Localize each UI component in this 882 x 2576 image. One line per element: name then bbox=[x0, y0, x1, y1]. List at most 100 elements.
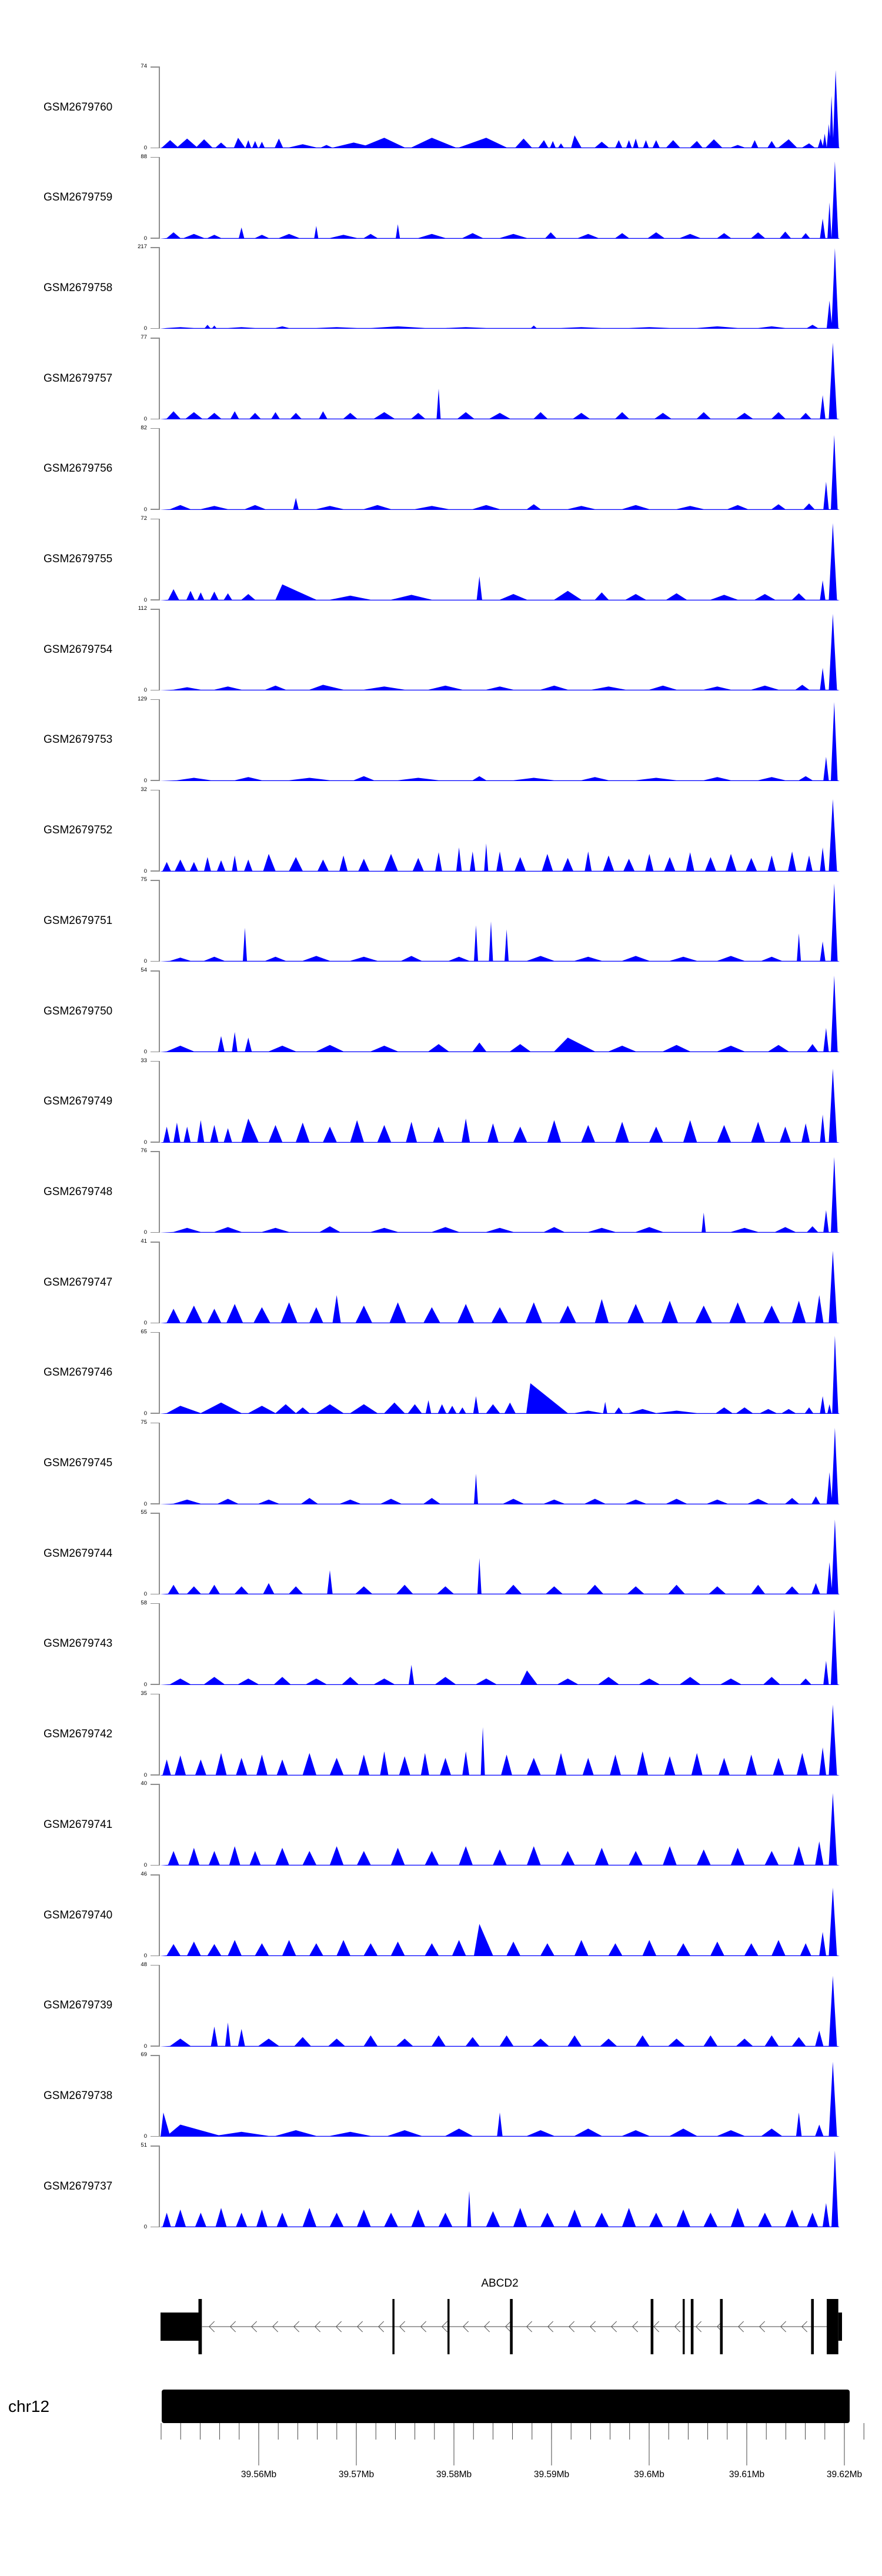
coverage-signal bbox=[160, 523, 840, 600]
y-axis-max-label: 82 bbox=[141, 424, 147, 431]
strand-arrow-left-icon bbox=[653, 2321, 660, 2333]
exon-rect bbox=[510, 2299, 513, 2354]
exon-rect bbox=[161, 2313, 199, 2341]
coverage-polygon bbox=[160, 613, 840, 691]
strand-arrow-left-icon bbox=[737, 2321, 744, 2333]
sample-label: GSM2679756 bbox=[44, 462, 113, 475]
coverage-signal bbox=[160, 883, 840, 962]
coverage-track-row: GSM2679751 75 0 bbox=[0, 876, 882, 965]
strand-arrow-left-icon bbox=[356, 2321, 363, 2333]
y-axis-bracket bbox=[151, 338, 159, 339]
gene-title: ABCD2 bbox=[481, 2277, 519, 2290]
y-axis-bracket bbox=[159, 2055, 160, 2137]
y-axis-zero-label: 0 bbox=[143, 325, 147, 332]
y-axis-bracket bbox=[159, 2145, 160, 2228]
sample-label: GSM2679744 bbox=[44, 1547, 113, 1560]
y-axis-zero-label: 0 bbox=[143, 1500, 147, 1507]
coverage-track-row: GSM2679744 55 0 bbox=[0, 1510, 882, 1597]
y-axis-zero-label: 0 bbox=[143, 2224, 147, 2231]
y-axis-bracket bbox=[159, 156, 160, 239]
coverage-polygon bbox=[160, 975, 840, 1052]
strand-arrow-left-icon bbox=[399, 2321, 406, 2333]
y-axis-bracket bbox=[159, 1513, 160, 1595]
strand-arrow-left-icon bbox=[208, 2321, 215, 2333]
y-axis-bracket bbox=[151, 870, 159, 872]
coverage-polygon bbox=[160, 1976, 840, 2047]
y-axis-zero-label: 0 bbox=[143, 1139, 147, 1146]
strand-arrow-left-icon bbox=[229, 2321, 236, 2333]
y-axis-bracket bbox=[151, 509, 159, 510]
coverage-track-row: GSM2679747 41 0 bbox=[0, 1239, 882, 1327]
coverage-polygon bbox=[160, 1427, 840, 1504]
coverage-track-row: GSM2679756 82 0 bbox=[0, 424, 882, 512]
y-axis-max-label: 72 bbox=[141, 515, 147, 522]
coverage-polygon bbox=[160, 1519, 840, 1595]
y-axis-bracket bbox=[151, 2055, 159, 2056]
y-axis-bracket bbox=[151, 418, 159, 420]
coverage-track-row: GSM2679760 74 0 bbox=[0, 64, 882, 151]
y-axis-zero-label: 0 bbox=[143, 867, 147, 875]
strand-arrow-left-icon bbox=[801, 2321, 808, 2333]
strand-arrow-left-icon bbox=[293, 2321, 300, 2333]
y-axis-bracket bbox=[151, 689, 159, 691]
coverage-track-row: GSM2679750 54 0 bbox=[0, 967, 882, 1055]
axis-tick-label: 39.6Mb bbox=[634, 2470, 664, 2480]
coverage-signal bbox=[160, 1250, 840, 1324]
y-axis-zero-label: 0 bbox=[143, 958, 147, 965]
coverage-track-row: GSM2679743 58 0 bbox=[0, 1600, 882, 1688]
sample-label: GSM2679738 bbox=[44, 2089, 113, 2102]
coverage-polygon bbox=[160, 799, 840, 872]
axis-tick-label: 39.61Mb bbox=[729, 2470, 764, 2480]
y-axis-bracket bbox=[159, 970, 160, 1052]
coverage-polygon bbox=[160, 1704, 840, 1776]
coverage-polygon bbox=[160, 2150, 840, 2228]
coverage-signal bbox=[160, 70, 840, 148]
sample-label: GSM2679737 bbox=[44, 2180, 113, 2193]
axis-tick-label: 39.59Mb bbox=[534, 2470, 569, 2480]
exon-rect bbox=[198, 2299, 202, 2354]
y-axis-max-label: 54 bbox=[141, 967, 147, 973]
coverage-signal bbox=[160, 1068, 840, 1143]
y-axis-bracket bbox=[151, 2046, 159, 2047]
y-axis-zero-label: 0 bbox=[143, 777, 147, 784]
y-axis-bracket bbox=[151, 2135, 159, 2137]
y-axis-bracket bbox=[159, 1332, 160, 1414]
y-axis-zero-label: 0 bbox=[143, 1953, 147, 1959]
y-axis-max-label: 40 bbox=[141, 1780, 147, 1787]
exon-rect bbox=[650, 2299, 654, 2354]
coverage-track-row: GSM2679741 40 0 bbox=[0, 1780, 882, 1868]
coverage-track-row: GSM2679737 51 0 bbox=[0, 2143, 882, 2231]
y-axis-bracket bbox=[159, 609, 160, 691]
y-axis-max-label: 75 bbox=[141, 876, 147, 883]
coverage-signal bbox=[160, 435, 840, 510]
sample-label: GSM2679760 bbox=[44, 101, 113, 114]
y-axis-max-label: 112 bbox=[138, 605, 147, 612]
sample-label: GSM2679739 bbox=[44, 1999, 113, 2012]
y-axis-bracket bbox=[151, 1693, 159, 1695]
y-axis-bracket bbox=[159, 428, 160, 510]
y-axis-max-label: 76 bbox=[141, 1147, 147, 1154]
coverage-signal bbox=[160, 702, 840, 781]
y-axis-bracket bbox=[151, 1142, 159, 1143]
strand-arrow-left-icon bbox=[526, 2321, 533, 2333]
coverage-signal bbox=[160, 1704, 840, 1776]
coverage-polygon bbox=[160, 1609, 840, 1685]
y-axis-zero-label: 0 bbox=[143, 416, 147, 423]
y-axis-bracket bbox=[159, 1060, 160, 1143]
coverage-track-row: GSM2679753 129 0 bbox=[0, 696, 882, 784]
y-axis-zero-label: 0 bbox=[143, 235, 147, 242]
y-axis-bracket bbox=[151, 1874, 159, 1876]
y-axis-bracket bbox=[159, 338, 160, 420]
y-axis-zero-label: 0 bbox=[143, 1320, 147, 1327]
y-axis-bracket bbox=[151, 328, 159, 329]
y-axis-bracket bbox=[151, 970, 159, 972]
y-axis-bracket bbox=[151, 1051, 159, 1052]
y-axis-zero-label: 0 bbox=[143, 1410, 147, 1417]
strand-arrow-left-icon bbox=[441, 2321, 448, 2333]
y-axis-zero-label: 0 bbox=[143, 1681, 147, 1688]
y-axis-bracket bbox=[151, 1242, 159, 1243]
y-axis-bracket bbox=[151, 1503, 159, 1504]
y-axis-zero-label: 0 bbox=[143, 596, 147, 603]
coverage-signal bbox=[160, 1335, 840, 1414]
exon-rect bbox=[392, 2299, 395, 2354]
